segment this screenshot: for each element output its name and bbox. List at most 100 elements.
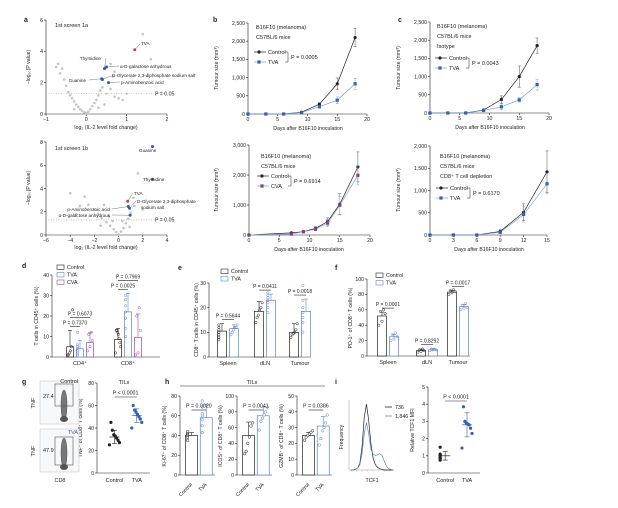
series-line xyxy=(430,171,548,236)
x-tick-label: 1 xyxy=(125,117,128,123)
y-tick-label: 80 xyxy=(358,292,364,298)
y-tick-label: 2,500 xyxy=(232,21,245,27)
y-tick-label: 2 xyxy=(40,80,43,86)
data-point xyxy=(139,328,142,332)
data-point xyxy=(264,410,268,414)
p-value: P = 0.7370 xyxy=(63,320,87,326)
data-point xyxy=(461,405,466,409)
data-point xyxy=(301,311,305,315)
data-point xyxy=(93,101,96,105)
chart-title: TILs xyxy=(119,380,130,386)
data-point xyxy=(498,230,502,234)
legend-label: Control xyxy=(67,265,84,271)
y-tick-label: 20 xyxy=(200,305,206,311)
data-point xyxy=(69,349,72,353)
bar xyxy=(242,435,255,476)
data-point xyxy=(217,323,221,327)
data-point xyxy=(87,110,90,113)
y-tick-label: 1,500 xyxy=(414,166,427,172)
data-point xyxy=(535,83,539,87)
data-point xyxy=(299,110,304,115)
highlight-label: TVA xyxy=(141,41,151,46)
plot-title: TVA xyxy=(68,430,79,436)
data-point xyxy=(422,349,426,353)
y-tick-label: 40 xyxy=(171,433,177,439)
p-value: P = 0.0043 xyxy=(472,61,499,67)
data-point xyxy=(460,303,464,307)
data-point xyxy=(266,291,270,295)
x-tick-label: 4 xyxy=(166,238,169,244)
data-point xyxy=(91,339,94,343)
category-label: Spleen xyxy=(379,360,396,366)
y-tick-label: 2 xyxy=(40,210,43,216)
highlight-label: Guanine xyxy=(69,78,87,83)
y-tick-label: 40 xyxy=(228,441,234,447)
bar xyxy=(459,306,469,357)
highlight-point xyxy=(107,81,111,85)
y-axis-label: Tumour size (mm³) xyxy=(214,46,220,90)
bar xyxy=(301,311,311,358)
p-value: P = 0.0020 xyxy=(186,404,212,410)
highlight-label: p-Aminobenzoic acid xyxy=(121,80,164,85)
p-value: P = 0.0001 xyxy=(376,302,400,308)
data-point xyxy=(58,71,62,75)
y-tick-label: 6 xyxy=(40,163,43,169)
data-point xyxy=(380,319,384,323)
y-tick-label: 5 xyxy=(422,385,425,391)
data-point xyxy=(260,416,265,420)
highlight-point xyxy=(126,205,130,209)
histogram-curve xyxy=(351,403,393,471)
data-point xyxy=(235,323,239,327)
data-point xyxy=(101,86,104,89)
data-point xyxy=(71,308,74,312)
data-point xyxy=(462,306,466,310)
category-label: Tumour xyxy=(291,361,310,367)
y-tick-label: 20 xyxy=(358,338,364,344)
data-point xyxy=(259,419,263,423)
y-tick-label: 20 xyxy=(88,448,94,454)
data-point xyxy=(68,93,72,97)
y-tick-label: 0 xyxy=(361,354,364,360)
x-tick-label: 2 xyxy=(166,117,169,123)
panel-label-e: e xyxy=(178,265,182,272)
data-point xyxy=(311,429,315,433)
x-tick-label: 20 xyxy=(546,116,552,122)
y-tick-label: 30 xyxy=(200,281,206,287)
data-point xyxy=(117,337,121,340)
data-point xyxy=(266,306,270,310)
y-tick-label: 1,500 xyxy=(414,56,427,62)
data-point xyxy=(133,408,137,412)
y-tick-label: 2 xyxy=(422,436,425,442)
legend-swatch xyxy=(56,279,65,285)
data-point xyxy=(231,328,235,332)
x-tick-label: 0 xyxy=(429,238,432,244)
y-tick-label: 8 xyxy=(40,140,43,146)
data-point xyxy=(83,195,87,198)
data-point xyxy=(200,399,204,403)
y-tick-label: 60 xyxy=(358,308,364,314)
data-point xyxy=(217,328,221,332)
highlight-label: Thymidine xyxy=(143,177,165,182)
y-tick-label: 10 xyxy=(43,334,49,340)
data-point xyxy=(86,349,90,353)
data-point xyxy=(433,347,437,351)
data-point xyxy=(125,92,128,95)
series-line xyxy=(430,183,548,236)
legend-marker xyxy=(438,66,442,70)
data-point xyxy=(395,335,399,339)
data-point xyxy=(128,225,131,229)
legend-label: 1,846 xyxy=(395,414,408,420)
highlight-point xyxy=(102,67,106,71)
x-tick-label: 15 xyxy=(334,117,340,123)
y-tick-label: 0 xyxy=(424,111,427,117)
y-tick-label: 80 xyxy=(228,410,234,416)
annotation-text: CD8⁺ T cell depletion xyxy=(440,173,492,180)
y-tick-label: 0 xyxy=(91,471,94,477)
data-point xyxy=(99,89,102,92)
highlight-point xyxy=(126,199,130,203)
highlight-label: D-Glycerate 2,3-diphosphate xyxy=(137,199,196,204)
y-tick-label: 1,000 xyxy=(414,74,427,80)
y-tick-label: 0 xyxy=(231,473,234,479)
annotation-text: B16F10 (melanoma) xyxy=(440,154,490,160)
data-point xyxy=(229,333,233,337)
